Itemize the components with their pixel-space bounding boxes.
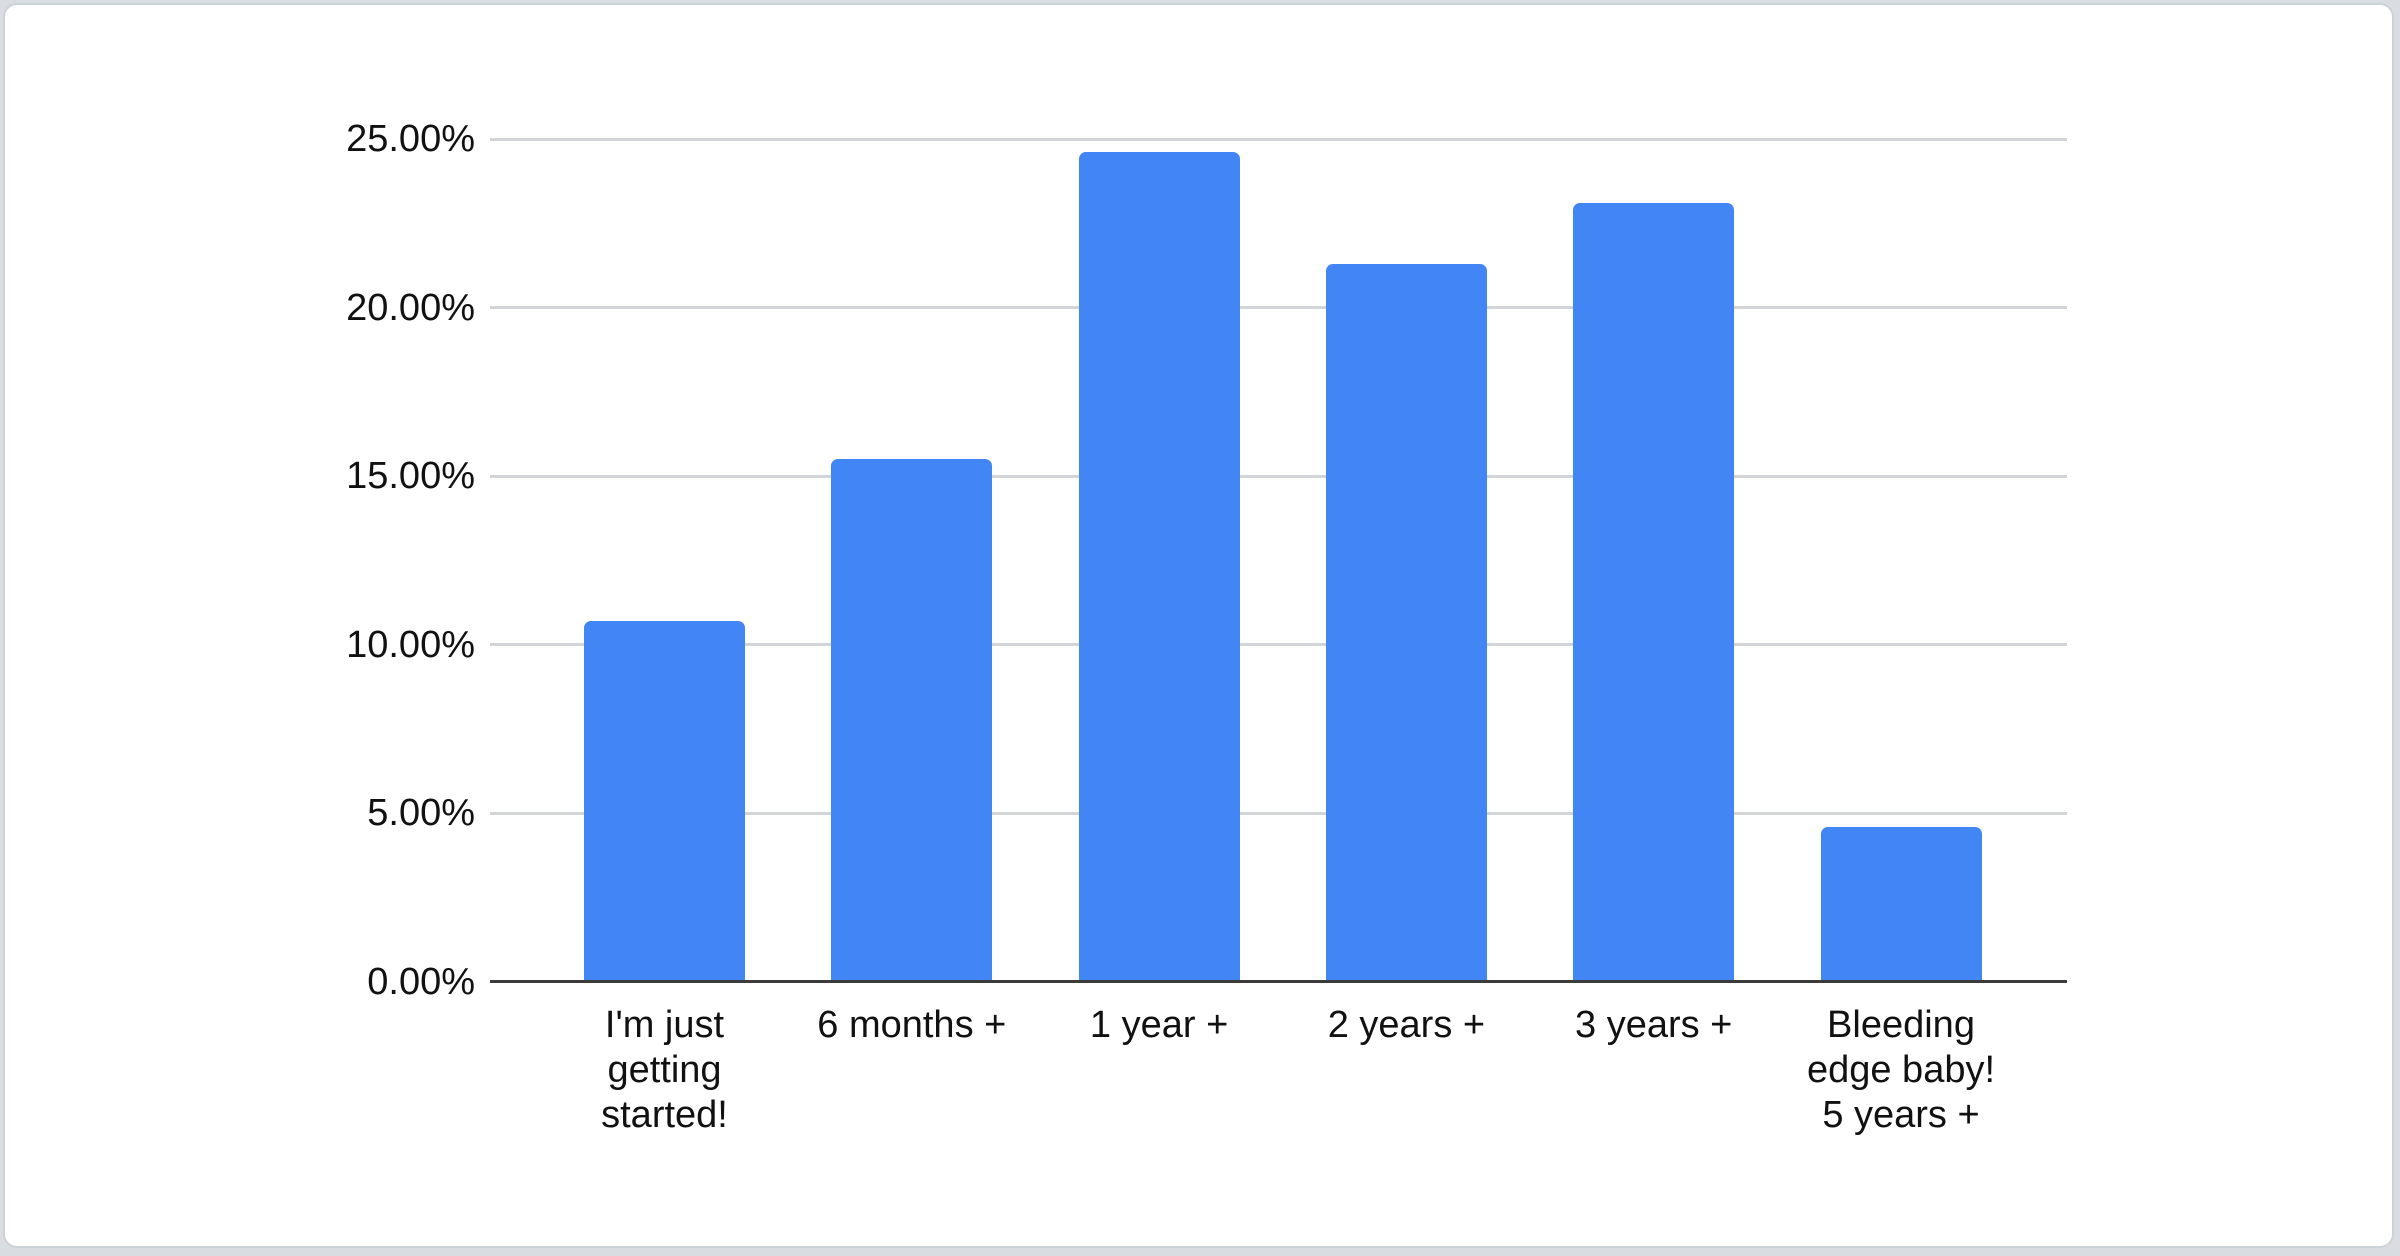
bar-I'm just getting started! bbox=[584, 621, 745, 982]
bar-6 months + bbox=[831, 459, 993, 982]
x-axis-category-label-line: 6 months + bbox=[817, 1004, 1007, 1046]
gridline-15.00% bbox=[490, 474, 2067, 478]
y-axis-tick-label: 20.00% bbox=[346, 286, 475, 329]
y-axis-tick-label: 0.00% bbox=[367, 961, 475, 1003]
y-axis-tick-label: 15.00% bbox=[346, 455, 475, 498]
y-axis-tick-label: 5.00% bbox=[367, 792, 475, 835]
gridline-25.00% bbox=[490, 137, 2067, 141]
x-axis-category-label: 3 years + bbox=[1514, 1003, 1794, 1048]
y-axis-tick-label: 25.00% bbox=[346, 118, 475, 160]
x-axis-category-label-line: started! bbox=[601, 1094, 728, 1136]
x-axis-category-label-line: Bleeding bbox=[1827, 1004, 1975, 1046]
x-axis-category-label-line: 3 years + bbox=[1575, 1004, 1733, 1046]
bar-1 year + bbox=[1078, 152, 1240, 982]
x-axis-category-label: 1 year + bbox=[1019, 1003, 1299, 1048]
y-axis-tick-label: 10.00% bbox=[346, 623, 475, 666]
x-axis-category-label-line: 5 years + bbox=[1822, 1094, 1980, 1136]
x-axis-category-label: Bleeding edge baby! 5 years + bbox=[1761, 1003, 2041, 1138]
x-axis-category-label: 2 years + bbox=[1266, 1003, 1546, 1048]
x-axis-category-label: 6 months + bbox=[772, 1003, 1052, 1048]
x-axis-category-label-line: 2 years + bbox=[1327, 1004, 1486, 1046]
gridline-5.00% bbox=[490, 811, 2067, 815]
bar-Bleeding edge baby! 5 years + bbox=[1820, 826, 1982, 982]
bar-3 years + bbox=[1573, 203, 1735, 982]
gridline-10.00% bbox=[490, 643, 2067, 647]
x-axis-category-label: I'm just getting started! bbox=[525, 1003, 805, 1138]
x-axis-category-label-line: I'm just bbox=[604, 1004, 725, 1046]
x-axis-category-label-line: getting bbox=[607, 1049, 722, 1091]
x-axis-baseline bbox=[490, 980, 2067, 983]
x-axis-category-label-line: 1 year + bbox=[1089, 1004, 1229, 1046]
gridline-20.00% bbox=[490, 306, 2067, 310]
x-axis-category-label-line: edge baby! bbox=[1806, 1049, 1996, 1091]
bar-2 years + bbox=[1325, 263, 1487, 982]
